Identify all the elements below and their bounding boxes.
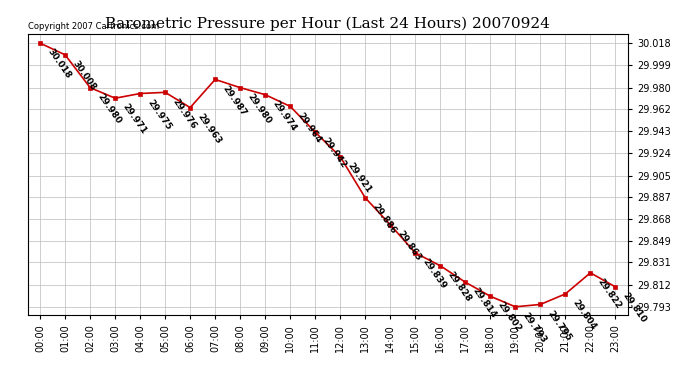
Text: 29.975: 29.975 [146, 98, 173, 132]
Text: 29.863: 29.863 [396, 229, 423, 262]
Text: 29.839: 29.839 [421, 257, 448, 291]
Title: Barometric Pressure per Hour (Last 24 Hours) 20070924: Barometric Pressure per Hour (Last 24 Ho… [106, 17, 550, 31]
Text: 29.814: 29.814 [471, 286, 498, 320]
Text: 29.974: 29.974 [270, 99, 298, 133]
Text: 29.980: 29.980 [246, 92, 273, 126]
Text: 30.008: 30.008 [70, 59, 98, 92]
Text: 29.964: 29.964 [296, 111, 323, 144]
Text: 29.963: 29.963 [196, 112, 223, 146]
Text: Copyright 2007 Cartronics.com: Copyright 2007 Cartronics.com [28, 22, 159, 31]
Text: 29.804: 29.804 [571, 298, 598, 332]
Text: 29.976: 29.976 [170, 96, 198, 130]
Text: 29.886: 29.886 [371, 202, 398, 236]
Text: 29.971: 29.971 [121, 102, 148, 136]
Text: 29.802: 29.802 [496, 300, 523, 334]
Text: 29.980: 29.980 [96, 92, 123, 126]
Text: 29.921: 29.921 [346, 161, 373, 195]
Text: 29.810: 29.810 [621, 291, 648, 325]
Text: 29.987: 29.987 [221, 84, 248, 117]
Text: 29.795: 29.795 [546, 309, 573, 342]
Text: 29.942: 29.942 [321, 136, 348, 170]
Text: 29.822: 29.822 [596, 277, 623, 310]
Text: 29.828: 29.828 [446, 270, 473, 304]
Text: 29.793: 29.793 [521, 311, 549, 345]
Text: 30.018: 30.018 [46, 47, 72, 81]
